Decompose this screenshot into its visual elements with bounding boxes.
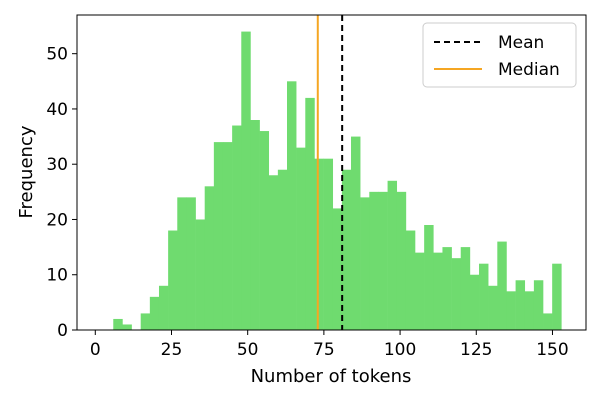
histogram-bar <box>287 81 297 330</box>
histogram-bar <box>424 225 434 330</box>
histogram-bar <box>195 219 206 330</box>
histogram-bar <box>213 142 224 330</box>
histogram-bar <box>296 147 306 330</box>
histogram-bar <box>332 208 343 330</box>
histogram-bar <box>323 158 334 330</box>
histogram-bar <box>506 291 516 330</box>
histogram-bar <box>241 31 251 330</box>
legend: Mean Median <box>422 22 577 88</box>
histogram-bar <box>314 158 324 330</box>
histogram-bar <box>149 296 160 330</box>
legend-box <box>422 22 577 88</box>
histogram-bar <box>305 97 315 330</box>
histogram-bar <box>186 197 196 330</box>
y-tick-label: 10 <box>46 266 68 286</box>
legend-median-label: Median <box>498 60 560 80</box>
histogram-bar <box>232 125 242 331</box>
histogram-bar <box>204 186 215 330</box>
histogram-bar <box>433 252 443 330</box>
x-tick-label: 25 <box>161 340 183 360</box>
histogram-bar <box>405 230 416 330</box>
histogram-bar <box>158 285 169 330</box>
histogram-bar <box>222 142 233 330</box>
x-tick-label: 50 <box>237 340 259 360</box>
histogram-bar <box>351 136 361 330</box>
x-tick-label: 125 <box>460 340 492 360</box>
histogram-bar <box>168 230 178 330</box>
x-tick-label: 0 <box>90 340 101 360</box>
histogram-bars <box>113 31 562 331</box>
histogram-bar <box>259 131 270 330</box>
y-tick-label: 0 <box>57 321 68 341</box>
histogram-bar <box>396 191 407 330</box>
x-tick-label: 150 <box>536 340 568 360</box>
legend-mean-label: Mean <box>498 33 544 53</box>
histogram-bar <box>140 313 151 330</box>
y-axis-ticks: 0 10 20 30 40 50 <box>46 45 77 341</box>
x-axis-label: Number of tokens <box>251 366 412 387</box>
histogram-bar <box>543 313 553 330</box>
y-tick-label: 30 <box>46 155 68 175</box>
histogram-bar <box>552 263 562 330</box>
histogram-bar <box>442 247 452 330</box>
histogram-bar <box>479 263 489 330</box>
y-axis-label: Frequency <box>16 125 37 218</box>
histogram-bar <box>524 291 535 330</box>
histogram-bar <box>387 180 398 330</box>
histogram-bar <box>277 169 288 330</box>
histogram-bar <box>177 197 187 330</box>
histogram-bar <box>113 318 123 330</box>
histogram-bar <box>415 252 425 330</box>
histogram-bar <box>469 274 480 330</box>
histogram-bar <box>369 191 379 330</box>
y-tick-label: 40 <box>46 100 68 120</box>
histogram-bar <box>250 120 260 330</box>
x-tick-label: 75 <box>313 340 335 360</box>
histogram-bar <box>515 280 526 330</box>
y-tick-label: 50 <box>46 45 68 65</box>
y-tick-label: 20 <box>46 210 68 230</box>
histogram-bar <box>451 258 462 330</box>
x-axis-ticks: 0 25 50 75 100 125 150 <box>90 330 569 360</box>
histogram-bar <box>268 175 279 330</box>
plot-frame <box>76 14 587 331</box>
histogram-bar <box>360 197 370 330</box>
x-tick-label: 100 <box>384 340 416 360</box>
reference-lines <box>316 15 344 330</box>
histogram-bar <box>497 241 507 330</box>
histogram-bar <box>122 324 132 330</box>
histogram-bar <box>488 285 498 330</box>
histogram-bar <box>378 191 388 330</box>
histogram-bar <box>460 247 471 330</box>
histogram-bar <box>341 169 352 330</box>
histogram-bar <box>533 280 544 330</box>
